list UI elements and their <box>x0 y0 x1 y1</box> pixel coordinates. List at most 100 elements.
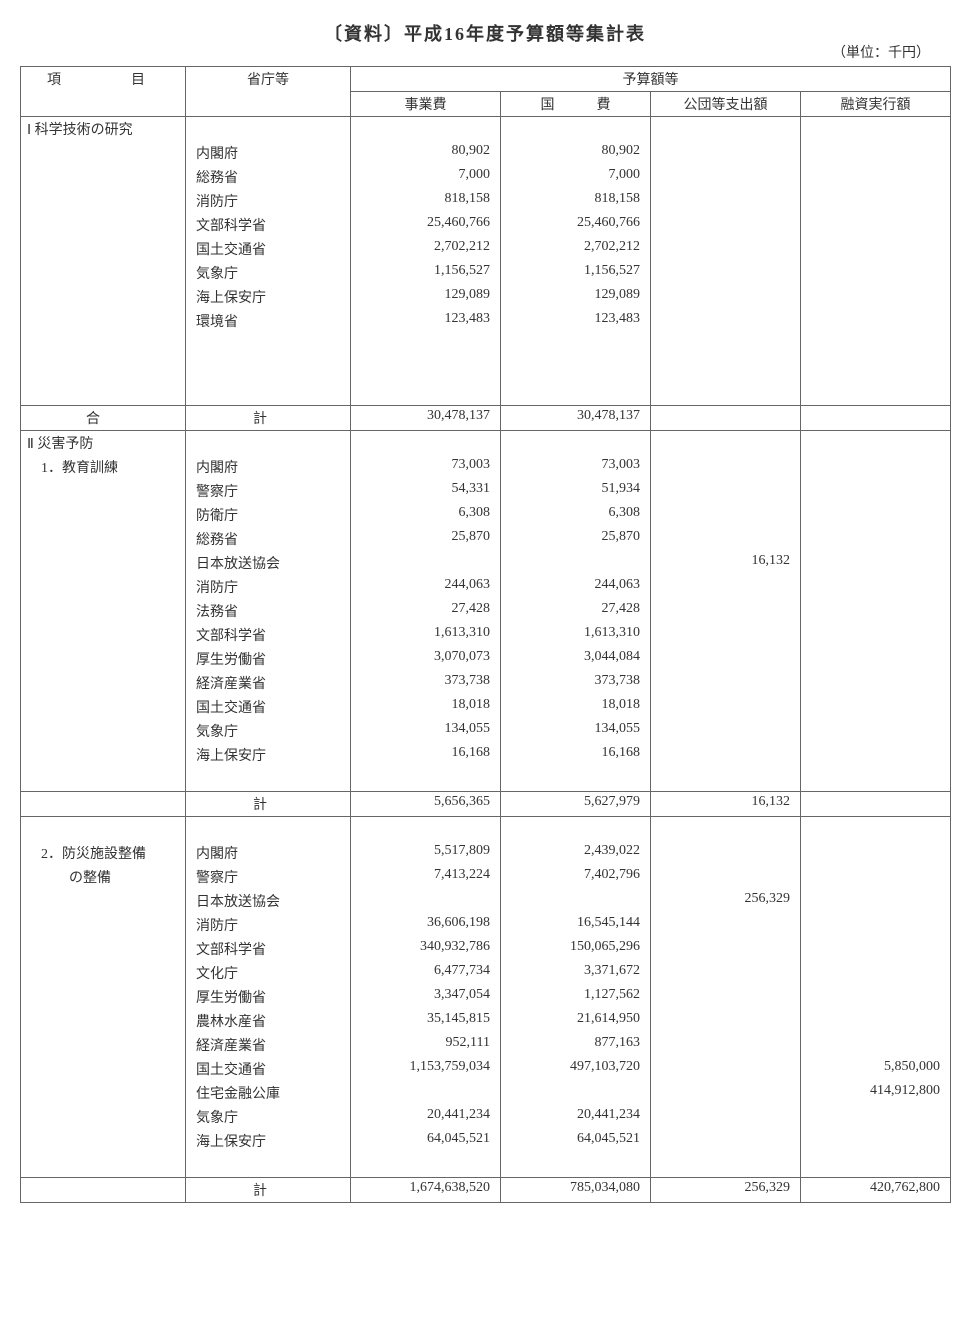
finance-value <box>801 575 951 599</box>
cost-value: 7,000 <box>351 165 501 189</box>
corp-value: 16,132 <box>651 551 801 575</box>
finance-value <box>801 599 951 623</box>
section-item <box>21 551 186 575</box>
cost-value: 3,347,054 <box>351 985 501 1009</box>
agency-name: 海上保安庁 <box>186 743 351 767</box>
finance-value <box>801 1033 951 1057</box>
finance-value <box>801 671 951 695</box>
section-item <box>21 503 186 527</box>
cost-value: 2,702,212 <box>351 237 501 261</box>
corp-value <box>651 1057 801 1081</box>
cost-value: 80,902 <box>351 141 501 165</box>
corp-value <box>651 237 801 261</box>
finance-value <box>801 865 951 889</box>
finance-value <box>801 431 951 456</box>
finance-value <box>801 117 951 142</box>
cost-value: 1,153,759,034 <box>351 1057 501 1081</box>
section-item <box>21 285 186 309</box>
national-value: 129,089 <box>501 285 651 309</box>
section-item <box>21 695 186 719</box>
section-item <box>21 141 186 165</box>
corp-value <box>651 1033 801 1057</box>
section-item: 2．防災施設整備 <box>21 841 186 865</box>
corp-value <box>651 309 801 333</box>
header-national: 国 費 <box>501 92 651 117</box>
corp-value <box>651 767 801 792</box>
national-value: 18,018 <box>501 695 651 719</box>
finance-value <box>801 695 951 719</box>
finance-value <box>801 937 951 961</box>
finance-value <box>801 1105 951 1129</box>
total-corp <box>651 406 801 431</box>
cost-value: 54,331 <box>351 479 501 503</box>
finance-value <box>801 817 951 842</box>
corp-value: 256,329 <box>651 889 801 913</box>
agency-name: 国土交通省 <box>186 1057 351 1081</box>
section-item: の整備 <box>21 865 186 889</box>
finance-value <box>801 309 951 333</box>
national-value: 1,613,310 <box>501 623 651 647</box>
national-value <box>501 817 651 842</box>
agency-name <box>186 817 351 842</box>
finance-value <box>801 479 951 503</box>
finance-value <box>801 913 951 937</box>
section-item: Ⅰ 科学技術の研究 <box>21 117 186 142</box>
finance-value <box>801 1153 951 1178</box>
header-agency: 省庁等 <box>186 67 351 117</box>
header-corp: 公団等支出額 <box>651 92 801 117</box>
corp-value <box>651 695 801 719</box>
total-cost: 5,656,365 <box>351 792 501 817</box>
section-item <box>21 913 186 937</box>
corp-value <box>651 455 801 479</box>
corp-value <box>651 117 801 142</box>
section-item <box>21 333 186 357</box>
agency-name: 法務省 <box>186 599 351 623</box>
section-item <box>21 623 186 647</box>
section-item <box>21 817 186 842</box>
corp-value <box>651 213 801 237</box>
header-finance: 融資実行額 <box>801 92 951 117</box>
section-item <box>21 189 186 213</box>
corp-value <box>651 1129 801 1153</box>
agency-name: 環境省 <box>186 309 351 333</box>
corp-value <box>651 1009 801 1033</box>
section-item <box>21 1105 186 1129</box>
national-value: 244,063 <box>501 575 651 599</box>
cost-value: 818,158 <box>351 189 501 213</box>
section-item <box>21 527 186 551</box>
finance-value <box>801 189 951 213</box>
finance-value: 414,912,800 <box>801 1081 951 1105</box>
agency-name <box>186 1153 351 1178</box>
agency-name: 海上保安庁 <box>186 285 351 309</box>
total-national: 30,478,137 <box>501 406 651 431</box>
agency-name: 消防庁 <box>186 575 351 599</box>
corp-value <box>651 623 801 647</box>
corp-value <box>651 937 801 961</box>
total-agency: 計 <box>186 406 351 431</box>
finance-value <box>801 647 951 671</box>
finance-value <box>801 455 951 479</box>
national-value: 64,045,521 <box>501 1129 651 1153</box>
finance-value <box>801 357 951 381</box>
finance-value <box>801 743 951 767</box>
corp-value <box>651 357 801 381</box>
agency-name: 総務省 <box>186 527 351 551</box>
corp-value <box>651 503 801 527</box>
total-agency: 計 <box>186 792 351 817</box>
agency-name: 海上保安庁 <box>186 1129 351 1153</box>
cost-value: 373,738 <box>351 671 501 695</box>
section-item <box>21 743 186 767</box>
corp-value <box>651 141 801 165</box>
section-item <box>21 1153 186 1178</box>
corp-value <box>651 865 801 889</box>
total-cost: 30,478,137 <box>351 406 501 431</box>
agency-name: 厚生労働省 <box>186 985 351 1009</box>
section-item <box>21 889 186 913</box>
national-value: 80,902 <box>501 141 651 165</box>
finance-value <box>801 841 951 865</box>
agency-name: 厚生労働省 <box>186 647 351 671</box>
corp-value <box>651 961 801 985</box>
agency-name: 日本放送協会 <box>186 551 351 575</box>
agency-name: 日本放送協会 <box>186 889 351 913</box>
total-item <box>21 1178 186 1203</box>
